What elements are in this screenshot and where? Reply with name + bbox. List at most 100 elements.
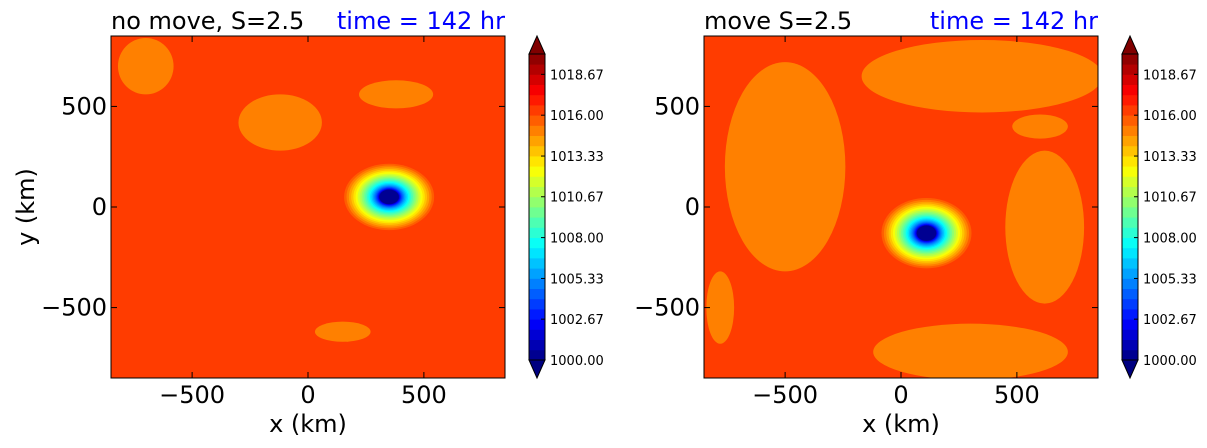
colorbar-segment bbox=[1122, 186, 1138, 198]
colorbar-segment bbox=[1122, 74, 1138, 85]
colorbar-segment bbox=[529, 247, 545, 259]
colorbar-segment bbox=[1122, 247, 1138, 259]
y-tick-label: 500 bbox=[654, 92, 700, 120]
colorbar-segment bbox=[529, 237, 545, 249]
colorbar-segment bbox=[529, 227, 545, 238]
colorbar-segment bbox=[1122, 227, 1138, 238]
colorbar-segment bbox=[529, 94, 545, 106]
panel-move: −500 0 500 −500 0 500 x (km) move S=2.5 time = 1… bbox=[634, 7, 1099, 438]
y-tick-label: −500 bbox=[634, 294, 700, 322]
contour-level bbox=[379, 189, 399, 205]
colorbar-segment bbox=[1122, 125, 1138, 136]
colorbar-segment bbox=[1122, 298, 1138, 310]
colorbar-segment bbox=[1122, 207, 1138, 218]
colorbar-tick-label: 1018.67 bbox=[1143, 68, 1197, 83]
contour-patch bbox=[1005, 150, 1085, 304]
colorbar-right: 1000.00 1002.67 1005.33 1008.00 1010.67 1013.… bbox=[1121, 34, 1197, 380]
colorbar-tick-label: 1016.00 bbox=[1143, 109, 1197, 124]
x-tick-label: 500 bbox=[994, 381, 1040, 409]
colorbar-segment bbox=[1122, 217, 1138, 228]
colorbar-segment bbox=[1122, 339, 1138, 351]
contour-patch bbox=[358, 80, 434, 109]
colorbar-segment bbox=[1122, 105, 1138, 116]
colorbar-tick-label: 1002.67 bbox=[550, 313, 604, 328]
colorbar-segment bbox=[529, 298, 545, 310]
colorbar-segment bbox=[529, 64, 545, 75]
x-axis-label: x (km) bbox=[862, 410, 940, 438]
contour-patch bbox=[343, 329, 352, 342]
colorbar-segment bbox=[1122, 115, 1138, 126]
colorbar-segment bbox=[1122, 319, 1138, 330]
colorbar-tick-label: 1018.67 bbox=[550, 68, 604, 83]
colorbar-segment bbox=[529, 288, 545, 300]
colorbar-segment bbox=[529, 115, 545, 126]
contour-patch bbox=[706, 271, 735, 344]
colorbar-left: 1000.00 1002.67 1005.33 1008.00 1010.67 1013.… bbox=[528, 34, 604, 380]
colorbar-segment bbox=[529, 156, 545, 167]
colorbar-tick-label: 1013.33 bbox=[1143, 150, 1197, 165]
colorbar-segment bbox=[529, 135, 545, 147]
colorbar-segment bbox=[1122, 329, 1138, 340]
x-axis-label: x (km) bbox=[269, 410, 347, 438]
colorbar-tick-label: 1005.33 bbox=[1143, 272, 1197, 287]
colorbar-segment bbox=[1122, 54, 1138, 65]
colorbar-segment bbox=[529, 217, 545, 228]
colorbar-segment bbox=[529, 258, 545, 269]
colorbar-tick-label: 1005.33 bbox=[550, 272, 604, 287]
colorbar-segment bbox=[529, 176, 545, 187]
colorbar-segment bbox=[529, 166, 545, 177]
colorbar-tick-label: 1016.00 bbox=[550, 109, 604, 124]
colorbar-segment bbox=[1122, 94, 1138, 106]
x-tick-label: −500 bbox=[752, 381, 818, 409]
colorbar-tick-label: 1000.00 bbox=[1143, 354, 1197, 369]
colorbar-segment bbox=[529, 329, 545, 340]
colorbar-segment bbox=[529, 84, 545, 96]
y-tick-label: 0 bbox=[685, 193, 700, 221]
y-axis-label: y (km) bbox=[12, 168, 40, 246]
colorbar-tick-label: 1008.00 bbox=[550, 232, 604, 247]
colorbar-segment bbox=[529, 339, 545, 351]
colorbar-segment bbox=[1122, 145, 1138, 157]
contour-patch bbox=[238, 94, 322, 151]
colorbar-segment bbox=[1122, 84, 1138, 96]
colorbar-segment bbox=[529, 207, 545, 218]
colorbar-segment bbox=[1122, 64, 1138, 75]
colorbar-segment bbox=[1122, 309, 1138, 320]
y-tick-label: −500 bbox=[41, 294, 107, 322]
y-tick-label: 500 bbox=[61, 92, 107, 120]
colorbar-segment bbox=[529, 125, 545, 136]
x-tick-label: 0 bbox=[893, 381, 908, 409]
panel-no-move: −500 0 500 −500 0 500 x (km) y (km) no move, S=2… bbox=[12, 7, 506, 438]
colorbar-segment bbox=[1122, 196, 1138, 208]
x-tick-label: −500 bbox=[159, 381, 225, 409]
colorbar-segment bbox=[1122, 288, 1138, 300]
contour-field bbox=[111, 36, 505, 378]
colorbar-segment bbox=[1122, 156, 1138, 167]
colorbar-tick-label: 1008.00 bbox=[1143, 232, 1197, 247]
contour-patch bbox=[724, 62, 846, 272]
colorbar-segment bbox=[529, 268, 545, 279]
contour-patch bbox=[861, 40, 1098, 113]
colorbar-frame bbox=[1121, 53, 1139, 361]
colorbar-segment bbox=[1122, 135, 1138, 147]
x-tick-label: 500 bbox=[401, 381, 447, 409]
colorbar-tick-label: 1010.67 bbox=[1143, 191, 1197, 206]
colorbar-segment bbox=[1122, 237, 1138, 249]
colorbar-frame bbox=[528, 53, 546, 361]
colorbar-tick-label: 1002.67 bbox=[1143, 313, 1197, 328]
x-tick-label: 0 bbox=[300, 381, 315, 409]
colorbar-segment bbox=[529, 74, 545, 85]
panel-title: no move, S=2.5 bbox=[111, 7, 304, 35]
colorbar-segment bbox=[529, 196, 545, 208]
colorbar-extend-bottom bbox=[1121, 359, 1139, 380]
colorbar-segment bbox=[529, 105, 545, 116]
colorbar-extend-top bbox=[528, 34, 546, 55]
colorbar-segment bbox=[529, 349, 545, 361]
colorbar-extend-top bbox=[1121, 34, 1139, 55]
colorbar-segment bbox=[1122, 268, 1138, 279]
colorbar-segment bbox=[529, 309, 545, 320]
contour-level bbox=[916, 225, 937, 241]
contour-patch bbox=[314, 321, 371, 342]
contour-patch bbox=[1012, 114, 1068, 139]
